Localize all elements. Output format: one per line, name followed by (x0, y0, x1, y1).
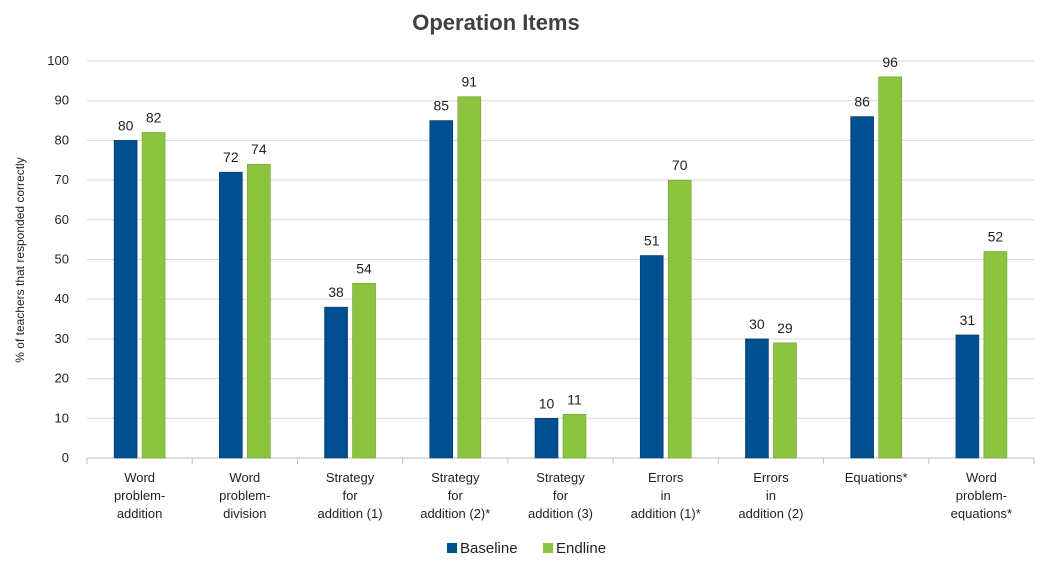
bars (113, 76, 1008, 459)
data-label: 11 (567, 391, 582, 407)
bar-baseline (639, 255, 664, 459)
data-label: 38 (328, 284, 344, 300)
category-label: Strategy for addition (3) (528, 470, 593, 521)
category-label: Word problem-addition (114, 470, 165, 521)
bar-endline (457, 96, 482, 459)
data-label: 70 (672, 157, 688, 173)
category-label: Word problem-division (219, 470, 270, 521)
category-label: Strategy for addition (1) (318, 470, 383, 521)
legend-swatch-baseline (447, 543, 457, 553)
bar-endline (983, 251, 1008, 459)
data-label: 74 (251, 141, 267, 157)
bar-endline (247, 163, 271, 459)
bar-endline (773, 342, 797, 459)
data-label: 91 (461, 74, 477, 90)
bar-baseline (534, 417, 559, 459)
gridlines (87, 60, 1034, 419)
data-label: 86 (854, 94, 870, 110)
bar-baseline (955, 334, 980, 459)
chart-title: Operation Items (412, 10, 579, 35)
y-tick-label: 20 (55, 371, 69, 386)
data-label: 29 (777, 320, 793, 336)
legend-swatch-endline (543, 543, 553, 553)
data-label: 10 (539, 395, 555, 411)
bar-endline (352, 283, 376, 459)
category-label: Errors in addition (1)* (631, 470, 701, 521)
bar-endline (562, 414, 587, 459)
data-label: 52 (988, 229, 1004, 245)
data-label: 80 (118, 117, 134, 133)
y-tick-label: 40 (55, 291, 69, 306)
data-label: 72 (223, 149, 239, 165)
axes: 0 10 20 30 40 50 60 70 80 90 100 (47, 53, 1035, 465)
y-tick-label: 10 (55, 410, 69, 425)
data-label: 30 (749, 316, 765, 332)
legend: Baseline Endline (447, 540, 606, 557)
bar-baseline (219, 171, 243, 459)
y-tick-label: 30 (55, 331, 69, 346)
bar-endline (141, 132, 166, 459)
y-tick-label: 50 (55, 252, 69, 267)
bar-endline (878, 76, 902, 459)
y-tick-label: 80 (55, 132, 69, 147)
y-axis-label: % of teachers that responded correctly (13, 157, 27, 362)
bar-baseline (113, 140, 138, 459)
data-label: 54 (356, 260, 372, 276)
data-label: 82 (146, 109, 162, 125)
category-label: Equations* (845, 470, 908, 485)
legend-label-endline: Endline (556, 540, 606, 557)
y-tick-label: 100 (47, 53, 69, 68)
bar-baseline (850, 116, 874, 459)
y-tick-label: 70 (55, 172, 69, 187)
legend-label-baseline: Baseline (460, 540, 518, 557)
data-label: 51 (644, 233, 660, 249)
data-label: 31 (960, 312, 976, 328)
category-labels: Word problem-addition Word problem-division… (114, 470, 1012, 521)
bar-baseline (745, 338, 769, 459)
y-tick-label: 60 (55, 212, 69, 227)
category-label: Errors in addition (2) (738, 470, 803, 521)
y-tick-label: 90 (55, 93, 69, 108)
data-label: 96 (882, 54, 898, 70)
bar-endline (667, 179, 692, 459)
category-label: Strategy for addition (2)* (420, 470, 490, 521)
data-label: 85 (433, 98, 449, 114)
y-tick-label: 0 (62, 450, 69, 465)
data-labels: 80 72 38 85 10 51 30 86 31 82 74 54 91 11 70 29 96 52 (118, 54, 1004, 411)
category-label: Word problem-equations* (951, 470, 1012, 521)
bar-baseline (429, 120, 454, 459)
bar-baseline (324, 306, 348, 459)
